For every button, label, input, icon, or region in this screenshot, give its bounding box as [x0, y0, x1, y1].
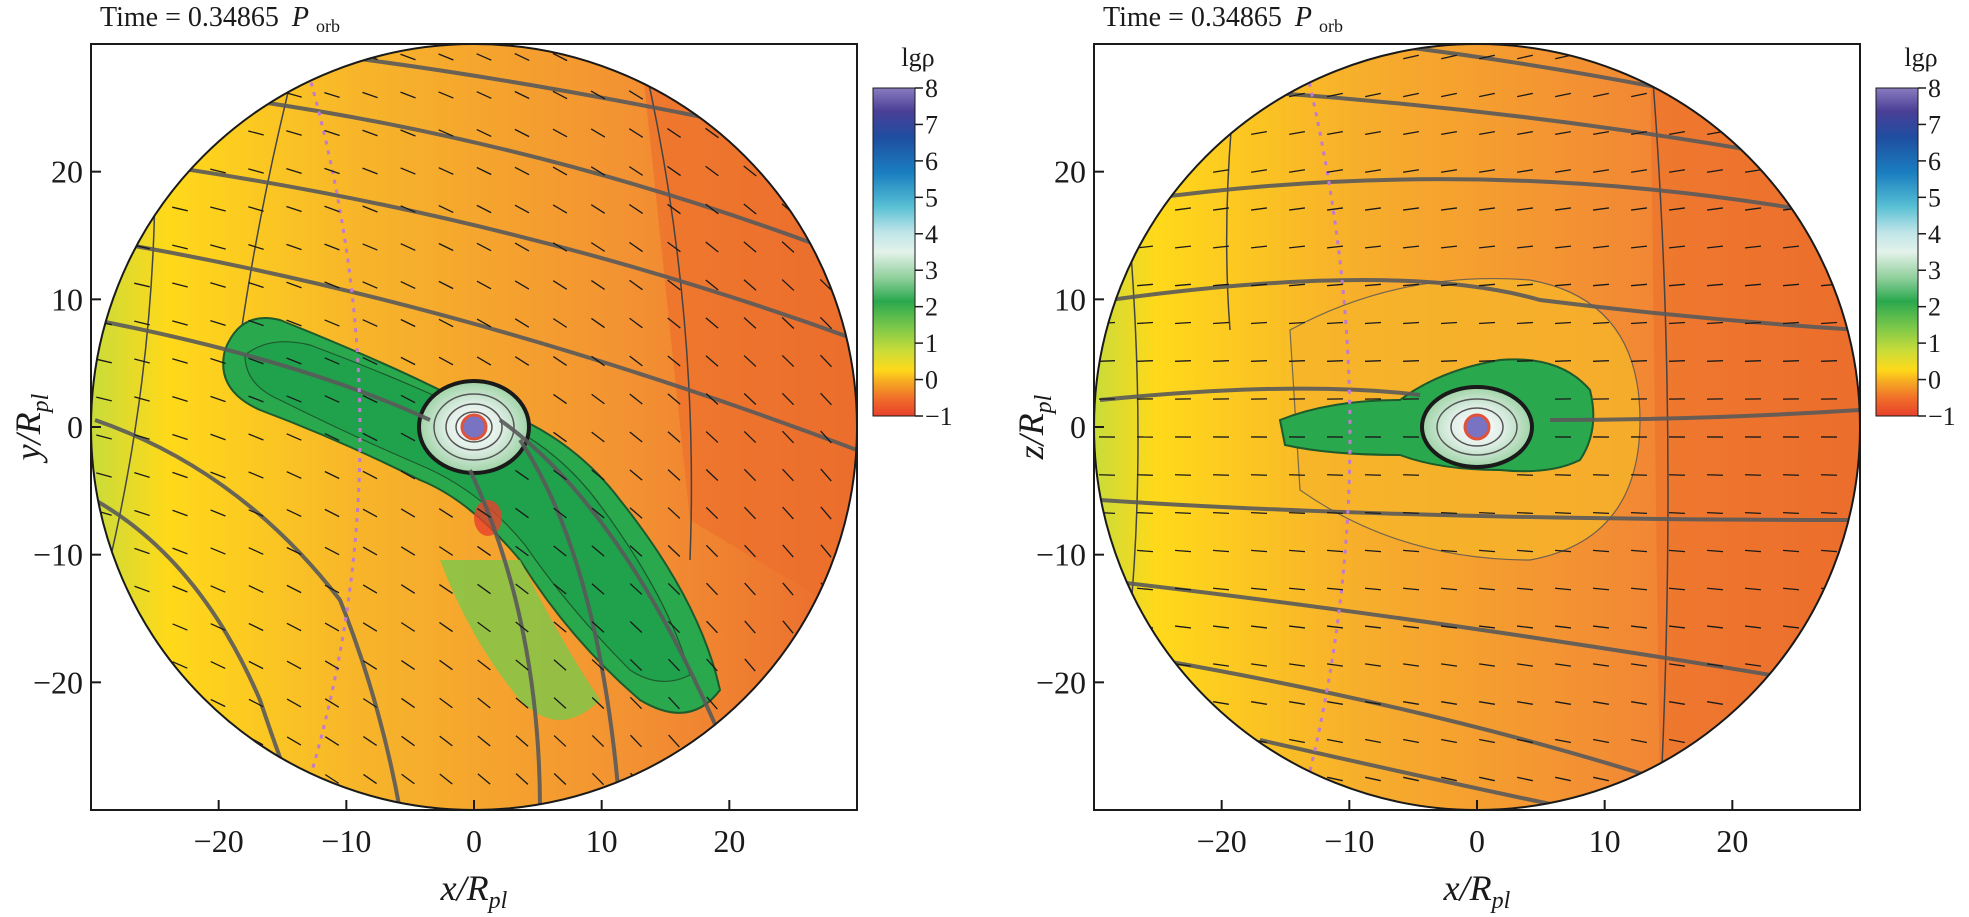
- planet-left: [460, 413, 488, 441]
- xlabel-left: x/Rpl: [440, 868, 508, 914]
- colorbar-tick-label-left: 5: [925, 183, 938, 212]
- time-label-left: Time = 0.34865 P orb: [100, 2, 340, 36]
- colorbar-right: lgρ 8 7 6 5 4 3 2 1 0 −1: [1875, 43, 1956, 431]
- x-tick-label-left: −20: [194, 823, 244, 859]
- colorbar-left: lgρ 8 7 6 5 4 3 2 1 0 −1: [872, 43, 953, 431]
- x-tick-label-right: −20: [1197, 823, 1247, 859]
- x-tick-label-right: 0: [1469, 823, 1485, 859]
- colorbar-tick-label-right: 0: [1928, 366, 1941, 395]
- colorbar-tick-label-left: 6: [925, 147, 938, 176]
- colorbar-tick-label-right: 1: [1928, 329, 1941, 358]
- xlabel-right: x/Rpl: [1443, 868, 1511, 914]
- colorbar-tick-label-right: 3: [1928, 256, 1941, 285]
- colorbar-tick-label-right: 6: [1928, 147, 1941, 176]
- x-tick-label-left: 10: [586, 823, 618, 859]
- colorbar-tick-label-left: 8: [925, 74, 938, 103]
- y-tick-label-right: 10: [1054, 281, 1086, 317]
- y-tick-label-right: 20: [1054, 154, 1086, 190]
- colorbar-title-right: lgρ: [1904, 43, 1937, 72]
- y-tick-label-left: 10: [51, 281, 83, 317]
- ylabel-right: z/Rpl: [1011, 394, 1057, 460]
- x-tick-label-left: −10: [321, 823, 371, 859]
- colorbar-title-left: lgρ: [901, 43, 934, 72]
- ylabel-left: y/Rpl: [8, 393, 54, 463]
- colorbar-tick-label-right: 5: [1928, 183, 1941, 212]
- panel-xz: Time = 0.34865 P orb: [1011, 2, 1956, 914]
- colorbar-tick-label-right: 4: [1928, 220, 1941, 249]
- y-tick-label-right: −20: [1036, 664, 1086, 700]
- y-tick-label-left: 0: [67, 409, 83, 445]
- panel-xy: Time = 0.34865 P orb: [8, 2, 953, 914]
- colorbar-tick-label-left: −1: [925, 402, 953, 431]
- y-tick-label-right: −10: [1036, 537, 1086, 573]
- x-tick-label-right: −10: [1324, 823, 1374, 859]
- colorbar-tick-label-left: 0: [925, 366, 938, 395]
- colorbar-tick-label-left: 7: [925, 110, 938, 139]
- y-tick-label-left: −10: [33, 537, 83, 573]
- colorbar-tick-label-right: 2: [1928, 293, 1941, 322]
- colorbar-tick-label-right: 8: [1928, 74, 1941, 103]
- ticks-left: −20 −10 0 10 20 20 10 0 −10 −20: [33, 154, 745, 859]
- colorbar-tick-label-left: 4: [925, 220, 938, 249]
- y-tick-label-right: 0: [1070, 409, 1086, 445]
- x-tick-label-left: 20: [713, 823, 745, 859]
- x-tick-label-right: 10: [1589, 823, 1621, 859]
- y-tick-label-left: −20: [33, 664, 83, 700]
- colorbar-tick-label-right: 7: [1928, 110, 1941, 139]
- x-tick-label-left: 0: [466, 823, 482, 859]
- colorbar-tick-label-left: 2: [925, 293, 938, 322]
- density-field-left: [91, 44, 857, 810]
- colorbar-tick-label-right: −1: [1928, 402, 1956, 431]
- planet-right: [1463, 413, 1491, 441]
- colorbar-tick-label-left: 3: [925, 256, 938, 285]
- colorbar-tick-label-left: 1: [925, 329, 938, 358]
- time-label-right: Time = 0.34865 P orb: [1103, 2, 1343, 36]
- ticks-right: −20 −10 0 10 20 20 10 0 −10 −20: [1036, 154, 1748, 859]
- y-tick-label-left: 20: [51, 154, 83, 190]
- x-tick-label-right: 20: [1716, 823, 1748, 859]
